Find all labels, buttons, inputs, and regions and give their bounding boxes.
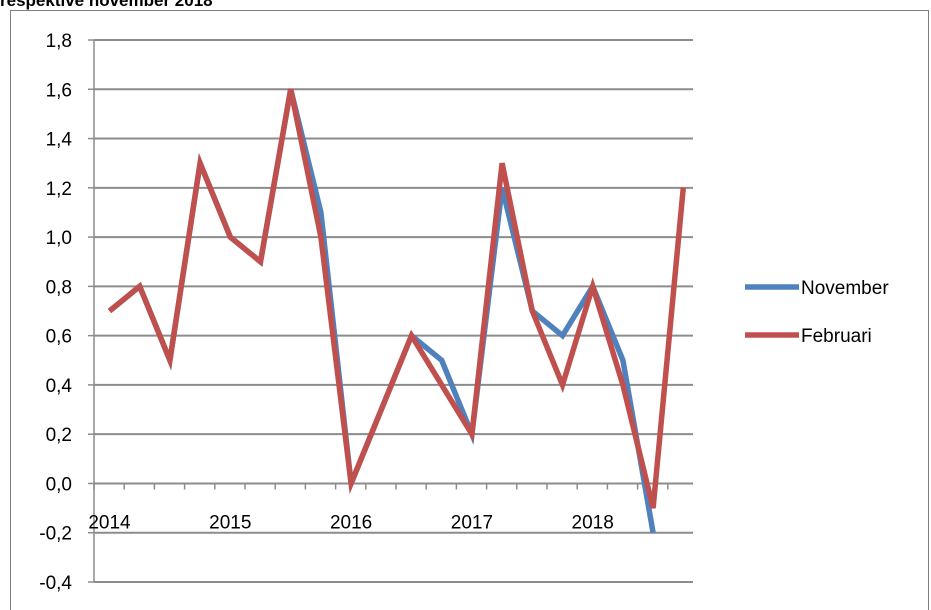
y-tick-label: 1,6 (46, 80, 72, 101)
series-lines (109, 89, 683, 533)
series-line-februari (110, 89, 684, 508)
x-tick-labels: 2014 2015 2016 2017 2018 (88, 512, 613, 533)
legend-label-november: November (801, 278, 889, 299)
x-tick-label: 2016 (330, 512, 372, 533)
y-tick-label: 0,2 (46, 425, 72, 446)
y-tick-label: 0,8 (46, 277, 72, 298)
y-tick-label: 1,2 (46, 179, 72, 200)
y-tick-labels: 1,8 1,6 1,4 1,2 1,0 0,8 0,6 0,4 0,2 0,0 -0,2 -0,4 (39, 31, 72, 594)
y-tick-label: 0,4 (46, 376, 73, 397)
legend: November Februari (745, 278, 889, 347)
y-tick-label: -0,2 (39, 524, 72, 545)
series-line-november (110, 89, 654, 532)
y-tick-label: 1,0 (46, 228, 72, 249)
y-tick-label: 0,6 (46, 327, 72, 348)
x-tick-label: 2014 (88, 512, 131, 533)
x-tick-label: 2015 (209, 512, 251, 533)
legend-label-februari: Februari (801, 326, 872, 347)
x-tick-label: 2018 (572, 512, 614, 533)
x-tick-label: 2017 (451, 512, 493, 533)
y-tick-label: -0,4 (39, 573, 72, 594)
y-tick-label: 1,8 (46, 31, 72, 52)
y-tick-label: 1,4 (46, 130, 73, 151)
y-tick-label: 0,0 (46, 474, 72, 495)
